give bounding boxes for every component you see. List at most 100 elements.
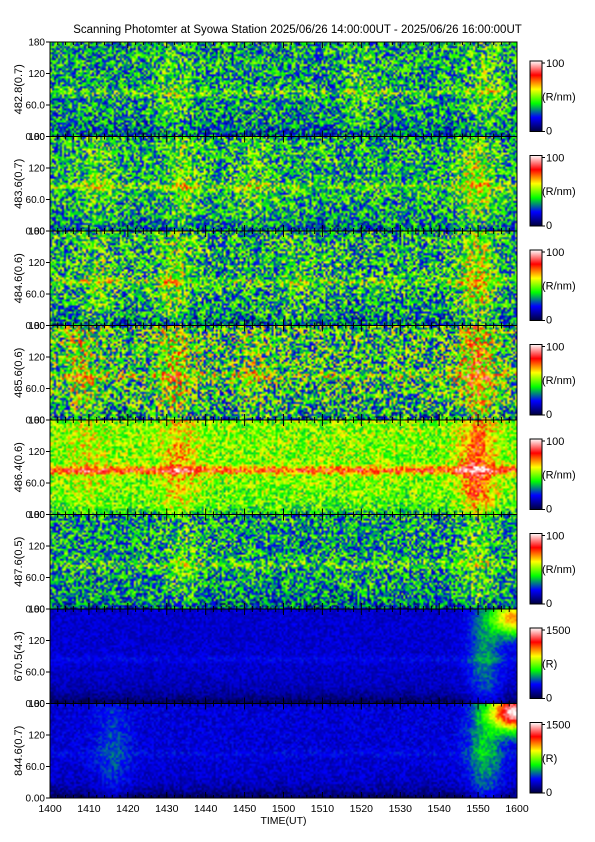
x-tick-label: 1600 [505, 803, 529, 815]
colorbar-min-label: 0 [546, 598, 552, 610]
y-tick-label: 180 [28, 132, 45, 143]
x-tick-label: 1420 [116, 803, 140, 815]
y-tick-label: 120 [28, 164, 45, 175]
panel-ylabel: 844.6(0.7) [13, 726, 25, 776]
colorbar [529, 722, 543, 794]
colorbar [529, 438, 543, 510]
x-tick-label: 1550 [466, 803, 490, 815]
y-tick-label: 60.0 [26, 573, 46, 584]
y-tick-label: 120 [28, 258, 45, 269]
panel-ylabel: 482.8(0.7) [13, 64, 25, 114]
y-tick-label: 120 [28, 353, 45, 364]
colorbar-min-label: 0 [546, 787, 552, 799]
y-tick-label: 0.00 [26, 699, 46, 710]
panel-4: 0.00 60.0 120 180 485.6(0.6) 100 (R/nm) 0 [13, 321, 576, 427]
colorbar-max-label: 100 [546, 58, 564, 70]
y-tick-label: 120 [28, 447, 45, 458]
heatmap-image [50, 703, 517, 798]
heatmap-image [50, 325, 517, 420]
colorbar-unit-label: (R/nm) [542, 375, 576, 387]
heatmap-image [50, 231, 517, 326]
x-tick-label: 1450 [233, 803, 257, 815]
panel-ylabel: 485.6(0.6) [13, 348, 25, 398]
x-tick-label: 1400 [38, 803, 62, 815]
y-tick-label: 120 [28, 731, 45, 742]
panel-1: 0.00 60.0 120 180 482.8(0.7) 100 (R/nm) 0 [13, 38, 576, 144]
y-tick-label: 180 [28, 321, 45, 332]
heatmap-image [50, 609, 517, 704]
panel-3: 0.00 60.0 120 180 484.6(0.6) 100 (R/nm) 0 [13, 227, 576, 333]
colorbar-max-label: 1500 [546, 720, 570, 732]
panel-8: 0.00 60.0 120 180 844.6(0.7) 1500 (R) 0 [13, 699, 570, 805]
colorbar [529, 155, 543, 227]
x-tick-label: 1440 [194, 803, 218, 815]
y-tick-label: 180 [28, 416, 45, 427]
x-axis-title: TIME(UT) [260, 815, 306, 827]
colorbar-unit-label: (R/nm) [542, 91, 576, 103]
colorbar-max-label: 1500 [546, 625, 570, 637]
heatmap-image [50, 514, 517, 609]
panel-ylabel: 670.5(4.3) [13, 631, 25, 681]
x-tick-label: 1530 [389, 803, 413, 815]
y-tick-label: 60.0 [26, 762, 46, 773]
y-tick-label: 60.0 [26, 290, 46, 301]
colorbar-max-label: 100 [546, 342, 564, 354]
y-tick-label: 0.00 [26, 321, 46, 332]
x-tick-label: 1520 [350, 803, 374, 815]
y-tick-label: 180 [28, 510, 45, 521]
panel-ylabel: 483.6(0.7) [13, 159, 25, 209]
colorbar-min-label: 0 [546, 126, 552, 138]
y-tick-label: 0.00 [26, 416, 46, 427]
y-tick-label: 120 [28, 542, 45, 553]
x-tick-label: 1540 [427, 803, 451, 815]
colorbar-unit-label: (R/nm) [542, 564, 576, 576]
y-tick-label: 0.00 [26, 794, 46, 805]
colorbar [529, 60, 543, 132]
colorbar-max-label: 100 [546, 436, 564, 448]
panel-7: 0.00 60.0 120 180 670.5(4.3) 1500 (R) 0 [13, 605, 570, 711]
y-tick-label: 120 [28, 69, 45, 80]
x-tick-label: 1430 [155, 803, 179, 815]
colorbar [529, 344, 543, 416]
panel-5: 0.00 60.0 120 180 486.4(0.6) 100 (R/nm) 0 [13, 416, 576, 522]
heatmap-image [50, 136, 517, 231]
y-tick-label: 0.00 [26, 605, 46, 616]
x-tick-label: 1410 [77, 803, 101, 815]
y-tick-label: 60.0 [26, 195, 46, 206]
colorbar [529, 627, 543, 699]
colorbar-unit-label: (R/nm) [542, 280, 576, 292]
colorbar-min-label: 0 [546, 220, 552, 232]
colorbar-min-label: 0 [546, 504, 552, 516]
y-tick-label: 0.00 [26, 510, 46, 521]
colorbar-max-label: 100 [546, 247, 564, 259]
colorbar-unit-label: (R/nm) [542, 469, 576, 481]
y-tick-label: 60.0 [26, 668, 46, 679]
colorbar-min-label: 0 [546, 693, 552, 705]
x-tick-label: 1500 [272, 803, 296, 815]
y-tick-label: 180 [28, 227, 45, 238]
y-tick-label: 120 [28, 636, 45, 647]
colorbar-min-label: 0 [546, 409, 552, 421]
colorbar-unit-label: (R/nm) [542, 186, 576, 198]
colorbar-max-label: 100 [546, 531, 564, 543]
heatmap-image [50, 420, 517, 515]
y-tick-label: 0.00 [26, 132, 46, 143]
y-tick-label: 0.00 [26, 227, 46, 238]
y-tick-label: 60.0 [26, 479, 46, 490]
colorbar-max-label: 100 [546, 153, 564, 165]
colorbar-min-label: 0 [546, 315, 552, 327]
panel-ylabel: 486.4(0.6) [13, 442, 25, 492]
y-tick-label: 60.0 [26, 384, 46, 395]
y-tick-label: 180 [28, 38, 45, 49]
heatmap-image [50, 42, 517, 137]
panels-group: 0.00 60.0 120 180 482.8(0.7) 100 (R/nm) 0 0.00 60… [13, 38, 576, 805]
panel-ylabel: 487.6(0.5) [13, 537, 25, 587]
x-tick-label: 1510 [311, 803, 335, 815]
x-axis: 1400 1410 1420 1430 1440 1450 1500 1510 1520 1530… [38, 803, 529, 827]
panel-6: 0.00 60.0 120 180 487.6(0.5) 100 (R/nm) 0 [13, 510, 576, 616]
colorbar-unit-label: (R) [542, 753, 557, 765]
colorbar [529, 533, 543, 605]
colorbar [529, 249, 543, 321]
chart-title: Scanning Photomter at Syowa Station 2025… [73, 24, 522, 36]
